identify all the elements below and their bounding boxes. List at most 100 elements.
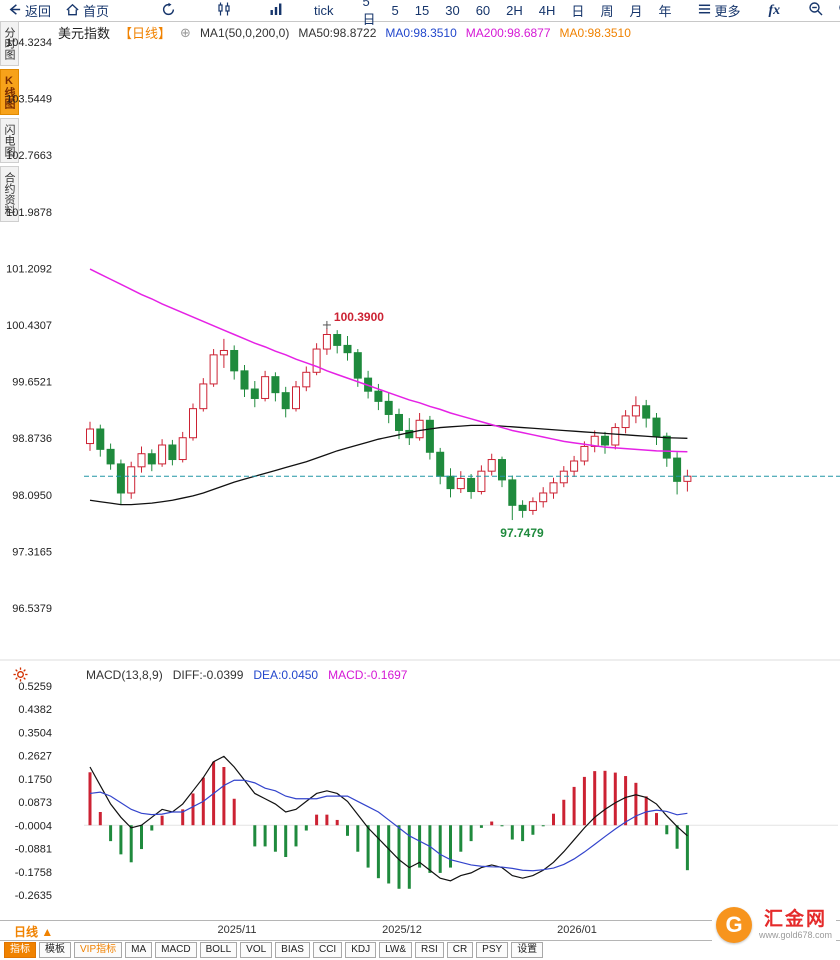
ma0-orange-value: MA0:98.3510 [559,25,631,40]
tab-psy[interactable]: PSY [476,941,509,958]
macd-formula-label: MACD(13,8,9) [86,668,163,682]
tab-boll[interactable]: BOLL [199,941,238,958]
svg-text:-0.1758: -0.1758 [15,867,52,879]
period-15-button[interactable]: 15 [414,3,430,18]
zoom-out-icon [808,1,824,20]
macd-value: MACD:-0.1697 [328,668,408,682]
x-axis-date: 2026/01 [557,924,597,936]
chart-header: 美元指数 【日线】 ⊕ MA1(50,0,200,0) MA50:98.8722… [58,23,631,42]
site-logo: G 汇金网 www.gold678.com [712,905,837,945]
svg-text:98.0950: 98.0950 [12,490,52,502]
svg-text:104.3234: 104.3234 [6,37,52,49]
logo-name: 汇金网 [764,908,828,930]
period-tag: 【日线】 [119,26,172,41]
svg-text:0.5259: 0.5259 [18,681,52,693]
more-label: 更多 [714,4,741,19]
svg-text:0.4382: 0.4382 [18,704,52,716]
sidebar-item-contract-info[interactable]: 合约资料 [0,166,19,222]
candlestick-icon [216,1,232,20]
period-4h-button[interactable]: 4H [538,3,556,18]
volume-button[interactable] [261,1,291,21]
volume-bars-icon [268,1,284,20]
tab-cci[interactable]: CCI [312,941,343,958]
ma50-value: MA50:98.8722 [298,25,377,40]
home-icon [65,2,80,20]
period-60-button[interactable]: 60 [475,3,491,18]
kline-chart-type-button[interactable] [209,1,239,21]
ma0-blue-value: MA0:98.3510 [385,25,457,40]
more-button[interactable]: 更多 [691,1,747,21]
x-axis-date: 2025/12 [382,924,422,936]
tab-kdj[interactable]: KDJ [345,941,377,958]
svg-text:0.0873: 0.0873 [18,797,52,809]
tab-macd[interactable]: MACD [155,941,197,958]
svg-text:96.5379: 96.5379 [12,603,52,615]
refresh-icon [161,2,176,20]
home-button[interactable]: 首页 [58,1,116,21]
low-price-annotation: 97.7479 [500,526,544,540]
tab-rsi[interactable]: RSI [415,941,444,958]
hamburger-icon [698,3,711,18]
ma-formula-label: MA1(50,0,200,0) [199,25,290,40]
sidebar-item-time-chart[interactable]: 分时图 [0,21,19,66]
period-year-button[interactable]: 年 [658,4,672,19]
tab-ma[interactable]: MA [125,941,153,958]
period-week-button[interactable]: 周 [600,4,614,19]
back-label: 返回 [25,4,52,19]
period-day-button[interactable]: 日 [571,4,585,19]
svg-text:102.7663: 102.7663 [6,150,52,162]
period-30-button[interactable]: 30 [445,3,460,18]
svg-text:101.9878: 101.9878 [6,207,52,219]
svg-text:-0.0004: -0.0004 [15,820,52,832]
svg-text:-0.2635: -0.2635 [15,890,52,902]
zoom-in-button[interactable] [831,1,840,21]
ma200-value: MA200:98.6877 [465,25,551,40]
svg-text:-0.0881: -0.0881 [15,844,52,856]
logo-site-url: www.gold678.com [759,929,833,940]
chart-canvas[interactable]: 100.3900 97.7479 104.3234 103.5449 102.7663 1… [0,21,840,920]
top-toolbar: 返回 首页 tick 5日 5 15 30 60 2H 4H 日 周 月 年 [0,0,840,27]
tab-lw[interactable]: LW& [379,941,413,958]
svg-text:98.8736: 98.8736 [12,433,52,445]
zoom-out-button[interactable] [801,1,831,21]
tab-vol[interactable]: VOL [240,941,273,958]
x-axis-strip: 日线 ▲ 2025/11 2025/12 2026/01 [0,920,840,941]
home-label: 首页 [83,4,110,19]
macd-header: MACD(13,8,9) DIFF:-0.0399 DEA:0.0450 MAC… [86,668,407,682]
tab-indicator[interactable]: 指标 [4,941,36,958]
logo-mark: G [716,907,752,943]
tab-vip-indicator[interactable]: VIP指标 [74,941,123,958]
high-price-annotation: 100.3900 [334,310,384,324]
svg-text:99.6521: 99.6521 [12,377,52,389]
sidebar-item-kline-chart[interactable]: K线图 [0,69,19,115]
tick-button[interactable]: tick [307,1,341,21]
svg-text:97.3165: 97.3165 [12,546,52,558]
svg-text:103.5449: 103.5449 [6,94,52,106]
refresh-button[interactable] [154,1,183,21]
sidebar-item-lightning-chart[interactable]: 闪电图 [0,118,19,163]
indicator-tab-bar: 指标 模板 VIP指标 MA MACD BOLL VOL BIAS CCI KD… [4,941,544,958]
tab-bias[interactable]: BIAS [275,941,310,958]
period-5-button[interactable]: 5 [391,3,399,18]
svg-text:0.1750: 0.1750 [18,774,52,786]
tab-settings[interactable]: 设置 [511,941,544,958]
symbol-name: 美元指数 [58,26,111,41]
period-selector-button[interactable]: 日线 ▲ [14,925,54,939]
period-2h-button[interactable]: 2H [506,3,523,18]
formula-fx-button[interactable]: fx [768,2,781,18]
svg-text:100.4307: 100.4307 [6,320,52,332]
back-icon [7,2,22,20]
tab-template[interactable]: 模板 [39,941,71,958]
back-button[interactable]: 返回 [0,1,58,21]
svg-text:0.2627: 0.2627 [18,751,52,763]
tab-cr[interactable]: CR [446,941,474,958]
svg-text:0.3504: 0.3504 [18,727,52,739]
add-indicator-icon[interactable]: ⊕ [180,25,191,40]
period-month-button[interactable]: 月 [629,4,643,19]
svg-text:101.2092: 101.2092 [6,263,52,275]
period-5d-button[interactable]: 5日 [362,0,376,27]
macd-dea-value: DEA:0.0450 [253,668,319,682]
indicator-settings-icon[interactable] [13,667,28,687]
x-axis-date: 2025/11 [217,924,257,936]
